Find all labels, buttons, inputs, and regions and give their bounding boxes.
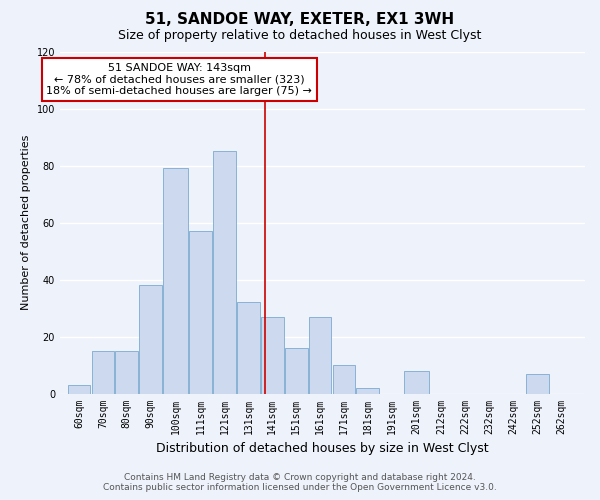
Bar — [526, 374, 548, 394]
Text: 51 SANDOE WAY: 143sqm
← 78% of detached houses are smaller (323)
18% of semi-det: 51 SANDOE WAY: 143sqm ← 78% of detached … — [46, 63, 312, 96]
Bar — [115, 351, 138, 394]
Bar — [190, 231, 212, 394]
X-axis label: Distribution of detached houses by size in West Clyst: Distribution of detached houses by size … — [156, 442, 489, 455]
Y-axis label: Number of detached properties: Number of detached properties — [21, 135, 31, 310]
Bar — [285, 348, 308, 394]
Bar — [68, 385, 91, 394]
Bar — [261, 316, 284, 394]
Bar — [139, 285, 162, 394]
Bar — [237, 302, 260, 394]
Text: 51, SANDOE WAY, EXETER, EX1 3WH: 51, SANDOE WAY, EXETER, EX1 3WH — [145, 12, 455, 28]
Bar — [92, 351, 114, 394]
Bar — [332, 365, 355, 394]
Bar — [163, 168, 188, 394]
Bar — [356, 388, 379, 394]
Text: Size of property relative to detached houses in West Clyst: Size of property relative to detached ho… — [118, 29, 482, 42]
Bar — [213, 152, 236, 394]
Bar — [309, 316, 331, 394]
Text: Contains HM Land Registry data © Crown copyright and database right 2024.
Contai: Contains HM Land Registry data © Crown c… — [103, 473, 497, 492]
Bar — [404, 371, 429, 394]
